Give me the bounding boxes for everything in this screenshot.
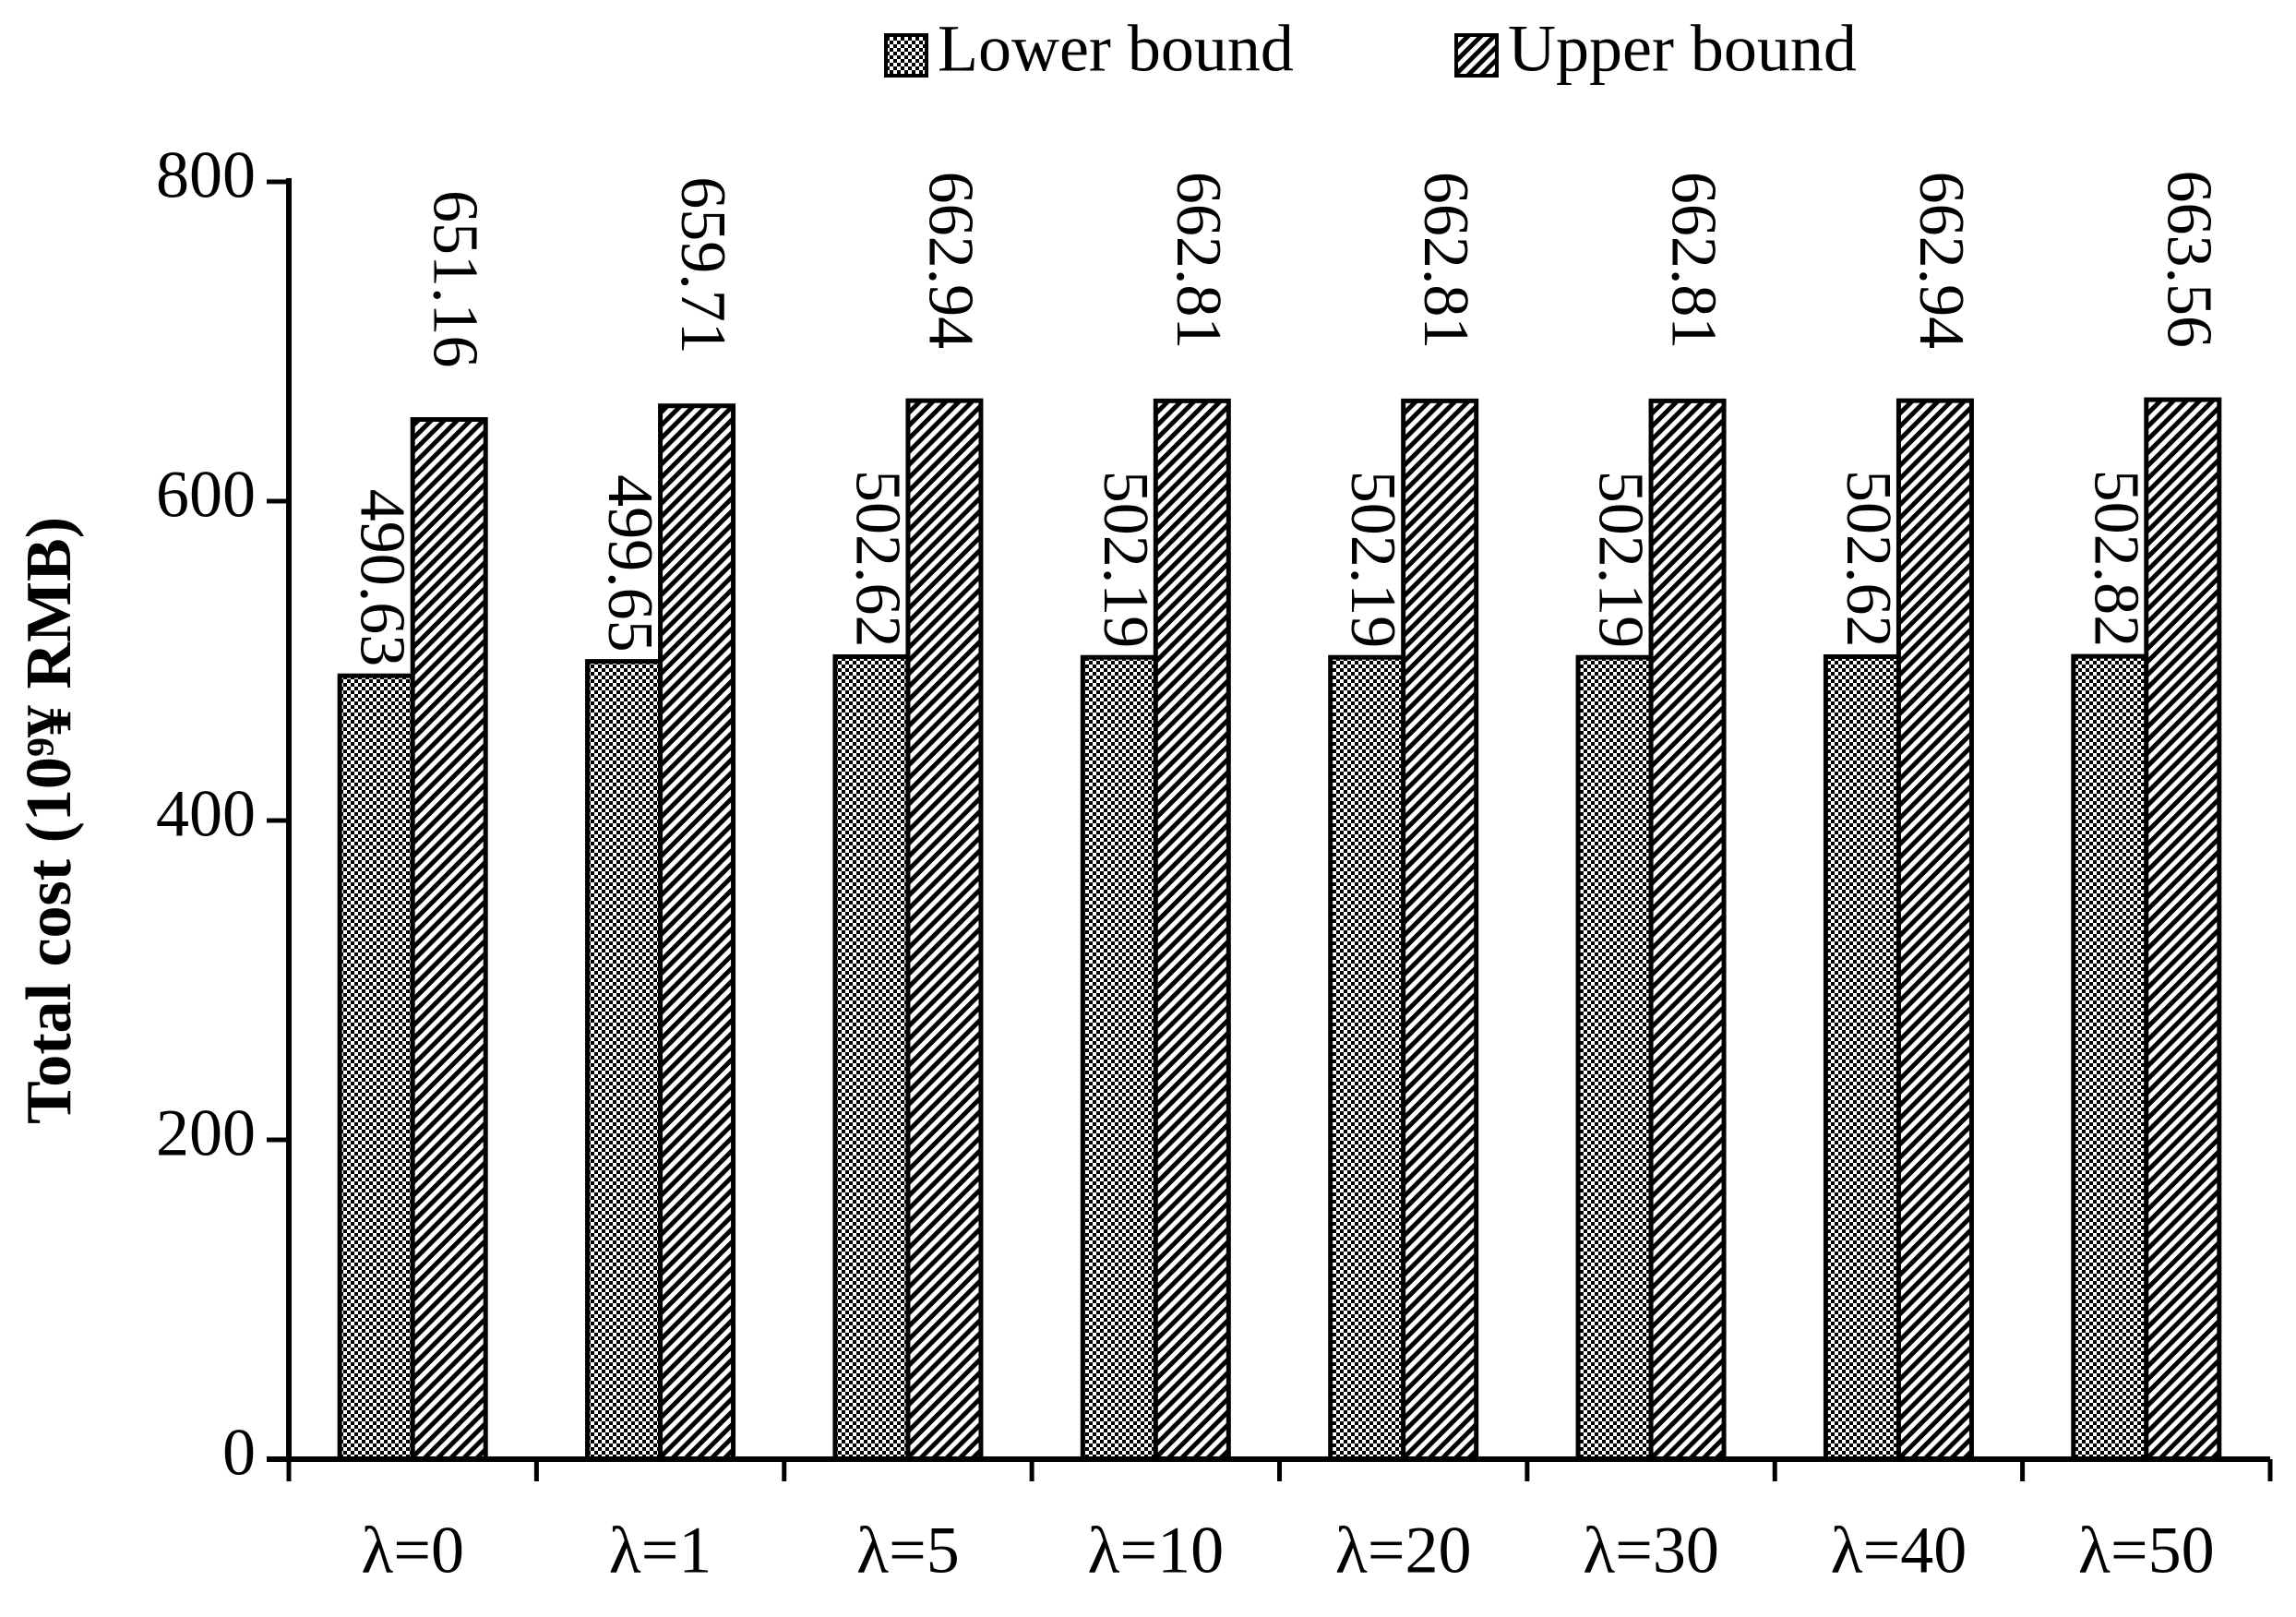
legend-label: Lower bound xyxy=(938,12,1294,86)
data-label: 662.94 xyxy=(1906,172,1977,350)
y-tick-label: 800 xyxy=(156,138,256,212)
legend-label: Upper bound xyxy=(1508,12,1857,86)
x-tick-label: λ=20 xyxy=(1335,1514,1472,1587)
bar xyxy=(337,673,415,1462)
bar xyxy=(410,416,488,1462)
bar xyxy=(1080,654,1158,1462)
x-tick-label: λ=10 xyxy=(1088,1514,1225,1587)
bar xyxy=(1648,398,1727,1462)
data-label: 490.63 xyxy=(347,489,418,667)
data-label: 502.19 xyxy=(1585,471,1656,649)
data-label: 659.71 xyxy=(667,176,738,354)
y-axis-label: Total cost (10⁹¥ RMB) xyxy=(14,517,85,1124)
data-label: 662.81 xyxy=(1658,172,1729,350)
legend-swatch xyxy=(1454,33,1499,78)
data-label: 502.19 xyxy=(1090,471,1161,649)
data-label: 662.81 xyxy=(1163,172,1234,350)
x-tick-label: λ=5 xyxy=(856,1514,960,1587)
x-tick-label: λ=50 xyxy=(2078,1514,2215,1587)
data-label: 502.19 xyxy=(1337,471,1408,649)
bar xyxy=(1823,653,1901,1462)
bar xyxy=(832,653,911,1462)
bar xyxy=(2144,397,2222,1462)
y-tick-label: 200 xyxy=(156,1096,256,1170)
y-tick-label: 600 xyxy=(156,458,256,532)
bar xyxy=(1153,398,1231,1462)
data-label: 502.62 xyxy=(842,470,913,648)
x-tick-label: λ=1 xyxy=(609,1514,712,1587)
data-label: 662.81 xyxy=(1410,172,1481,350)
bar xyxy=(905,398,984,1462)
y-tick-label: 0 xyxy=(222,1416,256,1490)
bar xyxy=(1401,398,1479,1462)
bar xyxy=(1895,398,1974,1462)
bar xyxy=(585,659,664,1462)
bar xyxy=(658,403,736,1462)
bar xyxy=(1328,654,1406,1462)
data-label: 662.94 xyxy=(915,172,986,350)
data-label: 502.82 xyxy=(2080,470,2151,648)
x-tick-label: λ=30 xyxy=(1583,1514,1719,1587)
data-label: 502.62 xyxy=(1833,470,1904,648)
x-tick-label: λ=40 xyxy=(1831,1514,1967,1587)
bar xyxy=(2071,653,2149,1462)
data-label: 499.65 xyxy=(594,474,665,653)
legend-swatch xyxy=(884,33,928,78)
data-label: 663.56 xyxy=(2153,171,2224,349)
bar xyxy=(1575,654,1654,1462)
y-tick-label: 400 xyxy=(156,777,256,851)
x-tick-label: λ=0 xyxy=(361,1514,464,1587)
data-label: 651.16 xyxy=(420,190,491,368)
